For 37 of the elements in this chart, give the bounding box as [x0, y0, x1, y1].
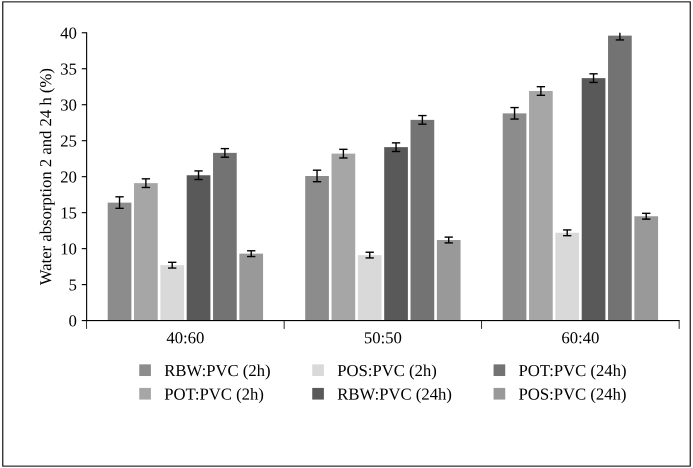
bar [358, 255, 382, 321]
legend-label: POT:PVC (2h) [164, 388, 264, 404]
bar [332, 154, 356, 321]
legend-label: POS:PVC (24h) [519, 388, 626, 404]
bar [186, 175, 210, 321]
y-tick-label: 25 [60, 135, 76, 147]
x-tick-label: 60:40 [562, 332, 599, 344]
legend-label: RBW:PVC (24h) [338, 388, 452, 404]
y-tick-label: 0 [69, 315, 76, 327]
y-axis-title: Water absorption 2 and 24 h (%) [40, 68, 55, 286]
legend-label: POS:PVC (2h) [338, 364, 436, 380]
y-tick-label: 30 [61, 99, 76, 111]
bar [305, 176, 329, 321]
bar [410, 120, 434, 321]
legend-label: RBW:PVC (2h) [164, 364, 270, 380]
bar [502, 113, 526, 321]
bar [608, 36, 632, 321]
y-tick-label: 20 [60, 171, 76, 183]
bar [634, 216, 658, 321]
bar [213, 152, 237, 321]
y-tick-label: 35 [61, 63, 76, 75]
y-tick-label: 5 [70, 279, 76, 291]
bar [108, 202, 132, 321]
bar [384, 147, 408, 321]
bar [436, 240, 461, 321]
bar [239, 254, 264, 321]
bar [160, 265, 184, 321]
y-tick-label: 15 [62, 207, 76, 219]
legend-label: POT:PVC (24h) [519, 364, 626, 380]
bar [529, 91, 553, 321]
y-tick-label: 40 [60, 27, 76, 39]
y-tick-label: 10 [62, 243, 76, 255]
bar [134, 183, 158, 321]
x-tick-label: 50:50 [364, 332, 402, 344]
bar [582, 78, 606, 321]
bar [555, 232, 580, 321]
x-tick-label: 40:60 [166, 332, 204, 344]
